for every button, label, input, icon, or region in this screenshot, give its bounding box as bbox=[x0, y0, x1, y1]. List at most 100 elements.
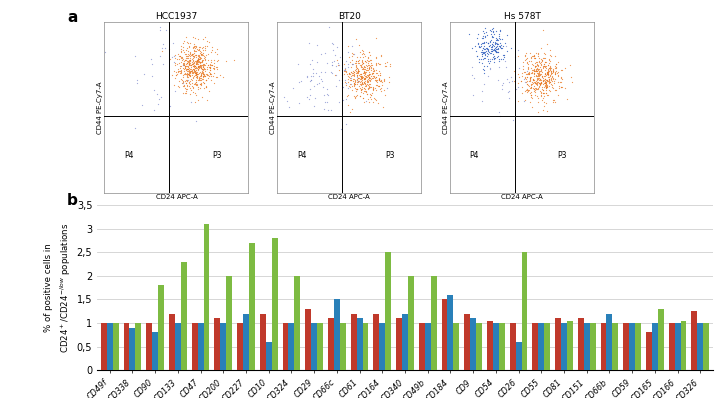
Point bbox=[370, 60, 382, 66]
Point bbox=[506, 78, 518, 84]
Point bbox=[490, 55, 501, 61]
Point bbox=[370, 60, 382, 67]
Point bbox=[160, 27, 171, 33]
Point bbox=[495, 56, 507, 62]
Point bbox=[537, 65, 549, 72]
Point bbox=[478, 55, 490, 61]
Point bbox=[368, 67, 379, 73]
Point bbox=[181, 82, 193, 88]
Point bbox=[184, 57, 196, 64]
Point bbox=[181, 74, 192, 80]
Point bbox=[307, 70, 318, 76]
Point bbox=[487, 44, 498, 50]
Point bbox=[359, 64, 371, 70]
Point bbox=[348, 72, 359, 79]
Point bbox=[369, 84, 380, 91]
Point bbox=[197, 70, 209, 76]
Point bbox=[540, 77, 552, 84]
Point bbox=[532, 69, 544, 76]
Point bbox=[189, 64, 200, 70]
Point bbox=[358, 47, 369, 54]
Point bbox=[180, 67, 192, 74]
Point bbox=[145, 56, 156, 62]
Point bbox=[536, 73, 547, 79]
Point bbox=[549, 99, 560, 105]
Point bbox=[541, 69, 552, 75]
Title: HCC1937: HCC1937 bbox=[156, 12, 197, 21]
Point bbox=[174, 53, 186, 59]
Point bbox=[192, 81, 203, 87]
Point bbox=[170, 72, 181, 78]
Title: BT20: BT20 bbox=[338, 12, 361, 21]
Point bbox=[529, 60, 541, 66]
Point bbox=[312, 81, 323, 88]
Point bbox=[192, 97, 204, 103]
Point bbox=[528, 70, 539, 76]
Point bbox=[206, 62, 217, 68]
Point bbox=[377, 79, 388, 86]
Point bbox=[497, 36, 508, 42]
Point bbox=[356, 64, 368, 70]
Point bbox=[157, 48, 168, 54]
Point bbox=[364, 68, 375, 75]
Point bbox=[189, 52, 201, 59]
Point bbox=[519, 79, 531, 86]
Point bbox=[521, 74, 533, 81]
Point bbox=[500, 43, 512, 49]
Point bbox=[486, 55, 498, 62]
Point bbox=[175, 43, 186, 49]
Point bbox=[365, 72, 377, 79]
Point bbox=[185, 62, 197, 68]
Point bbox=[526, 67, 538, 73]
Point bbox=[501, 76, 513, 82]
Point bbox=[493, 35, 505, 41]
Point bbox=[536, 58, 547, 64]
Point bbox=[195, 64, 207, 70]
Point bbox=[544, 79, 555, 86]
Point bbox=[534, 68, 546, 74]
Point bbox=[181, 83, 193, 90]
Point bbox=[187, 57, 199, 63]
Point bbox=[318, 105, 330, 112]
Point bbox=[184, 73, 196, 79]
Point bbox=[184, 61, 195, 67]
Point bbox=[541, 107, 553, 114]
Point bbox=[488, 53, 500, 59]
Point bbox=[353, 68, 364, 74]
Point bbox=[524, 50, 536, 57]
Point bbox=[366, 75, 377, 81]
Point bbox=[525, 92, 536, 98]
Point bbox=[193, 54, 204, 60]
Point bbox=[478, 43, 490, 49]
Point bbox=[180, 33, 192, 40]
Point bbox=[349, 84, 361, 91]
Point bbox=[214, 71, 225, 78]
Point bbox=[196, 51, 207, 57]
Point bbox=[528, 73, 540, 80]
Point bbox=[359, 76, 371, 82]
Point bbox=[195, 55, 207, 61]
Point bbox=[487, 46, 499, 53]
Point bbox=[190, 43, 202, 50]
Point bbox=[356, 84, 368, 90]
Point bbox=[374, 70, 386, 76]
Point bbox=[532, 78, 544, 85]
Point bbox=[490, 37, 502, 43]
Point bbox=[204, 70, 216, 77]
Point bbox=[531, 68, 543, 74]
Point bbox=[182, 66, 194, 72]
Point bbox=[547, 76, 559, 83]
Point bbox=[183, 62, 194, 68]
Point bbox=[186, 53, 198, 59]
Point bbox=[194, 64, 205, 70]
Point bbox=[549, 76, 561, 82]
Point bbox=[339, 68, 351, 74]
Point bbox=[186, 69, 197, 76]
Point bbox=[194, 56, 206, 62]
Point bbox=[305, 91, 316, 98]
Point bbox=[368, 95, 379, 101]
Point bbox=[492, 54, 503, 60]
Point bbox=[176, 54, 188, 60]
Point bbox=[340, 77, 351, 84]
Bar bbox=[698, 323, 703, 370]
